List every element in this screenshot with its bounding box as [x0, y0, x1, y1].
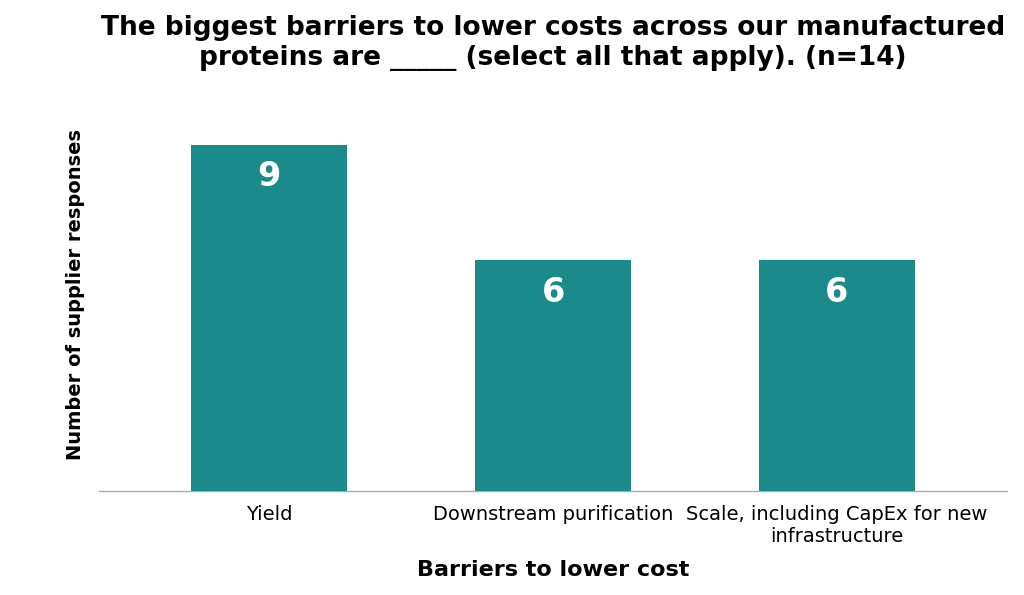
- X-axis label: Barriers to lower cost: Barriers to lower cost: [417, 560, 689, 580]
- Bar: [759, 261, 914, 491]
- Text: 6: 6: [825, 275, 849, 309]
- Text: 9: 9: [258, 160, 281, 193]
- Y-axis label: Number of supplier responses: Number of supplier responses: [67, 130, 85, 461]
- Text: 6: 6: [542, 275, 564, 309]
- Bar: [475, 261, 631, 491]
- Bar: [191, 145, 347, 491]
- Title: The biggest barriers to lower costs across our manufactured
proteins are _____ (: The biggest barriers to lower costs acro…: [101, 15, 1006, 71]
